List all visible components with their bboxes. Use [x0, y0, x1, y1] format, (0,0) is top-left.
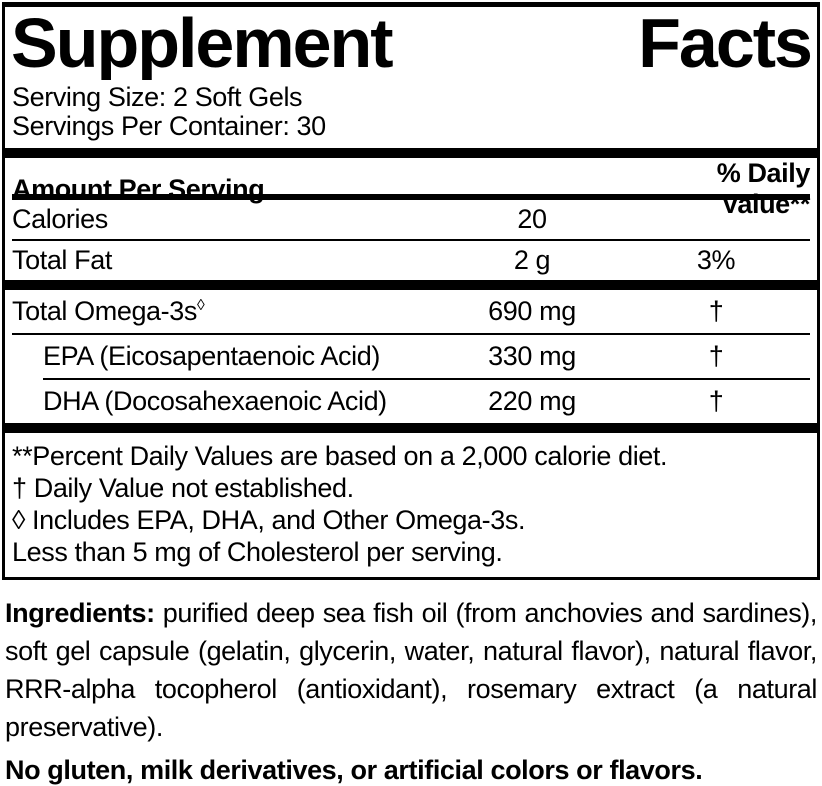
thick-divider-bottom: [5, 423, 817, 433]
nutrient-name: Total Omega-3s◊: [12, 296, 442, 327]
table-header-row: Amount Per Serving % Daily Value**: [5, 158, 817, 219]
footnotes: **Percent Daily Values are based on a 2,…: [5, 433, 817, 577]
serving-size-line: Serving Size: 2 Soft Gels: [12, 82, 303, 112]
nutrient-amount: 690 mg: [488, 296, 576, 326]
nutrient-amount: 20: [517, 204, 547, 234]
footnote-omega3-includes: ◊ Includes EPA, DHA, and Other Omega-3s.: [12, 505, 526, 535]
dagger-icon: †: [708, 341, 724, 371]
nutrient-daily-value: 3%: [696, 245, 736, 275]
nutrient-amount: 220 mg: [488, 386, 576, 416]
serving-info: Serving Size: 2 Soft Gels Servings Per C…: [5, 80, 817, 148]
dagger-icon: †: [708, 386, 724, 416]
footnote-daily-value-not-established: † Daily Value not established.: [12, 473, 354, 503]
nutrient-name: DHA (Docosahexaenoic Acid): [43, 386, 387, 416]
diamond-icon: ◊: [196, 297, 205, 314]
thin-divider-indented: [43, 378, 810, 380]
header-underline-rule: [12, 194, 810, 200]
allergen-claim: No gluten, milk derivatives, or artifici…: [5, 755, 703, 785]
table-row-total-fat: Total Fat 2 g 3%: [5, 241, 817, 280]
nutrient-name: EPA (Eicosapentaenoic Acid): [43, 341, 380, 371]
thick-divider-top: [5, 148, 817, 158]
nutrient-name: Calories: [12, 204, 108, 234]
nutrient-amount: 2 g: [513, 245, 551, 275]
table-row-total-omega3: Total Omega-3s◊ 690 mg †: [5, 290, 817, 333]
table-row-epa: EPA (Eicosapentaenoic Acid) 330 mg †: [5, 335, 817, 378]
table-row-dha: DHA (Docosahexaenoic Acid) 220 mg †: [5, 380, 817, 423]
footnote-cholesterol: Less than 5 mg of Cholesterol per servin…: [12, 537, 503, 567]
thin-divider: [12, 239, 810, 241]
panel-title-word-facts: Facts: [638, 7, 813, 80]
amount-per-serving-header: Amount Per Serving: [12, 173, 265, 204]
nutrient-name: Total Fat: [12, 245, 112, 275]
thin-divider: [12, 333, 810, 335]
nutrient-amount: 330 mg: [488, 341, 576, 371]
table-row-calories: Calories 20: [5, 200, 817, 239]
daily-value-header: % Daily Value**: [716, 158, 811, 219]
ingredients-label: Ingredients:: [5, 598, 155, 628]
panel-title-word-supplement: Supplement: [11, 7, 394, 80]
panel-title: Supplement Facts: [5, 7, 817, 80]
thick-divider-mid: [5, 280, 817, 290]
ingredients-paragraph: Ingredients: purified deep sea fish oil …: [5, 594, 817, 746]
footnote-percent-daily-value: **Percent Daily Values are based on a 2,…: [12, 441, 668, 471]
ingredients-text: purified deep sea fish oil (from anchovi…: [5, 598, 817, 742]
nutrient-name-text: Total Omega-3s: [12, 296, 197, 326]
dagger-icon: †: [708, 296, 724, 326]
servings-per-container-line: Servings Per Container: 30: [12, 111, 326, 141]
supplement-facts-panel: Supplement Facts Serving Size: 2 Soft Ge…: [2, 2, 820, 580]
